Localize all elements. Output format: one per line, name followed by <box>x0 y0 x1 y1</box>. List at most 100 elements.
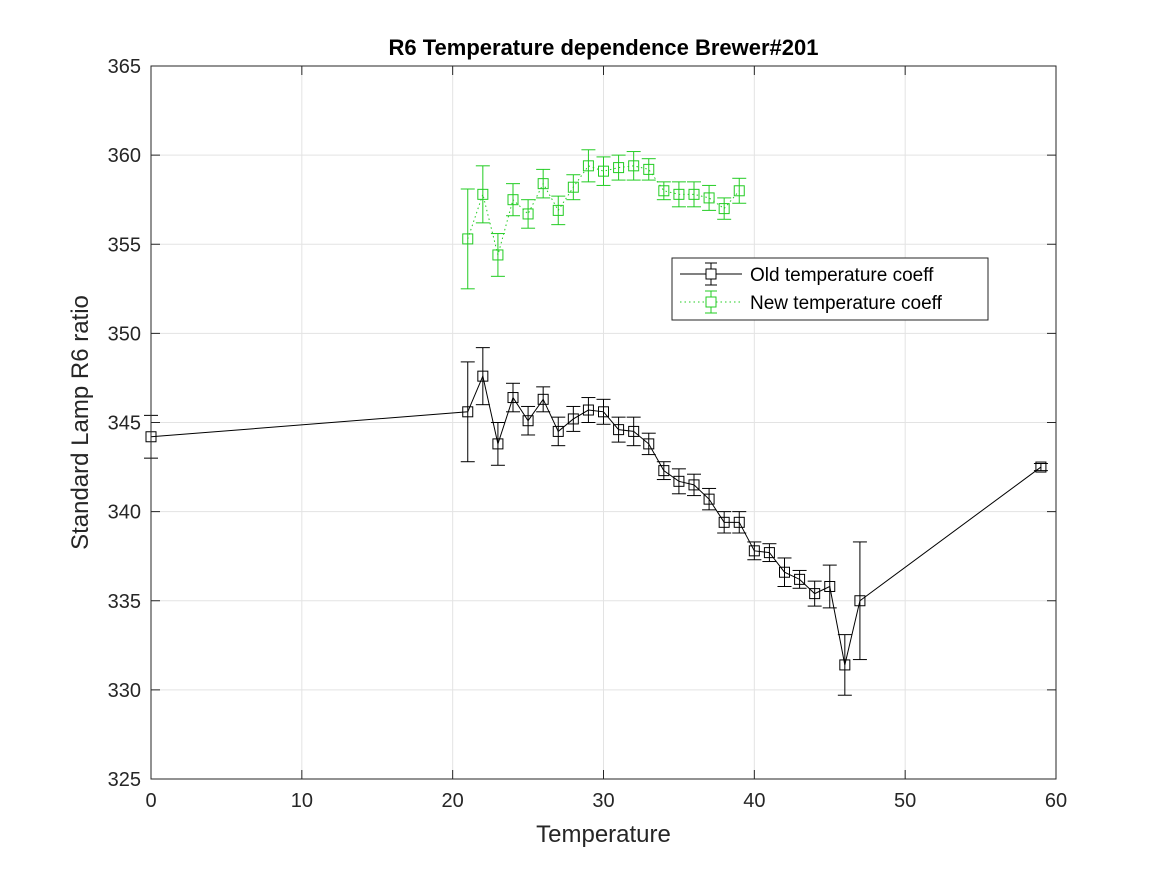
data-point-marker <box>628 160 640 172</box>
data-point-marker <box>703 192 715 204</box>
data-point-marker <box>507 194 519 206</box>
error-bar <box>566 174 581 201</box>
data-point-marker <box>552 425 564 437</box>
data-point-marker <box>628 425 640 437</box>
data-point-marker <box>613 162 625 174</box>
error-bar <box>656 181 671 201</box>
legend-label: New temperature coeff <box>750 293 943 314</box>
error-bar <box>717 511 732 534</box>
error-bar <box>521 405 536 436</box>
data-point-marker <box>492 438 504 450</box>
legend-label: Old temperature coeff <box>750 265 934 286</box>
y-tick-label: 330 <box>108 680 141 702</box>
data-point-marker <box>477 370 489 382</box>
data-point-marker <box>582 160 594 172</box>
error-bar <box>475 165 490 224</box>
data-point-marker <box>733 185 745 197</box>
data-point-marker <box>598 406 609 418</box>
data-point-marker <box>552 204 564 216</box>
series-1 <box>144 347 1048 696</box>
error-bar <box>460 361 475 463</box>
error-bar <box>536 386 551 413</box>
error-bar <box>702 184 717 211</box>
data-point-marker <box>763 547 775 559</box>
error-bar <box>671 468 686 495</box>
error-bar <box>581 397 596 423</box>
error-bar <box>777 557 792 587</box>
data-point-marker <box>718 516 730 528</box>
x-tick-label: 10 <box>291 790 313 812</box>
data-point-marker <box>854 595 866 607</box>
data-point-marker <box>537 178 549 190</box>
error-bar <box>641 158 656 181</box>
error-bar <box>551 195 566 226</box>
error-bar <box>671 181 686 208</box>
x-tick-label: 30 <box>592 790 614 812</box>
series-2 <box>460 149 747 290</box>
data-point-marker <box>688 479 700 491</box>
data-point-marker <box>567 181 579 193</box>
error-bar <box>807 580 822 607</box>
y-tick-label: 335 <box>108 591 141 613</box>
error-bar <box>687 473 701 497</box>
data-point-marker <box>673 475 685 487</box>
data-point-marker <box>658 185 670 197</box>
error-bar <box>460 188 475 290</box>
error-bar <box>747 541 762 561</box>
data-point-marker <box>613 424 625 436</box>
data-point-marker <box>643 438 655 450</box>
error-bar <box>792 569 807 589</box>
data-point-marker <box>794 573 806 585</box>
legend-marker <box>705 296 717 308</box>
error-bar <box>611 416 626 443</box>
error-bar <box>596 398 611 425</box>
error-bar <box>490 233 505 277</box>
data-point-marker <box>718 203 730 215</box>
data-point-marker <box>809 588 821 600</box>
data-point-marker <box>673 188 685 200</box>
data-point-marker <box>522 208 534 220</box>
chart-title: R6 Temperature dependence Brewer#201 <box>389 35 819 60</box>
error-bar <box>762 543 777 563</box>
data-point-marker <box>824 580 836 592</box>
error-bar <box>656 461 671 481</box>
y-tick-label: 365 <box>108 56 141 78</box>
data-point-marker <box>462 406 474 418</box>
error-bar <box>687 181 701 208</box>
y-tick-label: 340 <box>108 502 141 524</box>
x-axis-label: Temperature <box>536 821 671 848</box>
error-bar <box>732 177 747 204</box>
data-point-marker <box>462 233 474 245</box>
y-axis-label: Standard Lamp R6 ratio <box>67 295 94 550</box>
error-bar <box>475 347 490 406</box>
error-bar <box>626 151 641 181</box>
data-point-marker <box>582 404 594 416</box>
legend-box <box>671 257 989 321</box>
error-bar <box>702 487 717 511</box>
data-point-marker <box>537 393 549 405</box>
data-point-marker <box>658 465 670 477</box>
error-bar <box>641 432 656 456</box>
x-tick-label: 20 <box>442 790 464 812</box>
error-bar <box>837 634 852 696</box>
error-bar <box>717 197 732 220</box>
y-tick-label: 345 <box>108 413 141 435</box>
data-point-marker <box>839 659 851 671</box>
ticks: 0 10 20 30 40 50 60 325 330 335 340 345 350 355 360 365 <box>108 56 1068 812</box>
error-bar <box>626 416 641 447</box>
data-point-marker <box>643 163 655 175</box>
data-point-marker <box>779 566 790 578</box>
series-layer <box>144 149 1048 696</box>
data-point-marker <box>748 545 760 557</box>
x-tick-label: 50 <box>894 790 916 812</box>
error-bar <box>732 511 747 534</box>
data-point-marker <box>1035 461 1047 473</box>
data-point-marker <box>703 493 715 505</box>
error-bar <box>521 199 536 229</box>
data-point-marker <box>492 249 504 261</box>
data-point-marker <box>688 188 700 200</box>
data-point-marker <box>598 165 609 177</box>
x-tick-label: 60 <box>1045 790 1067 812</box>
data-point-marker <box>522 415 534 427</box>
